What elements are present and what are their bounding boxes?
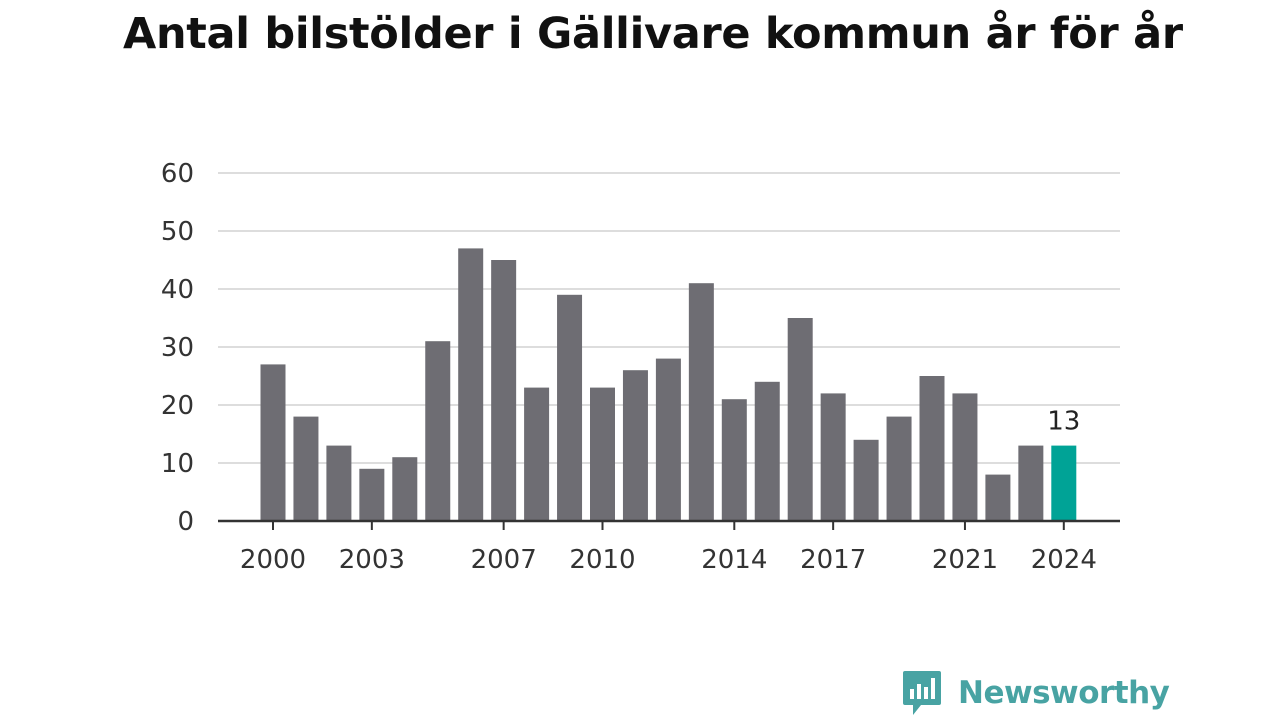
data-label-2024: 13 <box>1047 407 1080 437</box>
bar-2006 <box>458 248 484 521</box>
x-tick-label: 2024 <box>1031 545 1097 575</box>
x-tick-label: 2010 <box>569 545 635 575</box>
y-tick-label: 30 <box>161 333 194 363</box>
data-labels: 13 <box>1047 407 1080 437</box>
y-tick-label: 50 <box>161 217 194 247</box>
x-tick-label: 2003 <box>339 545 405 575</box>
x-tick-label: 2021 <box>932 545 998 575</box>
logo-text: Newsworthy <box>958 675 1170 711</box>
x-tick-label: 2017 <box>800 545 866 575</box>
bar-2000 <box>260 364 286 521</box>
bar-2017 <box>820 393 846 521</box>
bar-2015 <box>754 381 780 521</box>
bar-2009 <box>557 294 583 521</box>
bar-2022 <box>985 474 1011 521</box>
y-tick-label: 60 <box>161 159 194 189</box>
bar-2002 <box>326 445 352 521</box>
bar-2001 <box>293 416 319 521</box>
bar-2007 <box>491 260 517 521</box>
x-tick-label: 2014 <box>701 545 767 575</box>
x-axis <box>218 519 1120 530</box>
y-tick-label: 20 <box>161 391 194 421</box>
y-tick-label: 40 <box>161 275 194 305</box>
newsworthy-chart-bubble-icon <box>903 671 941 715</box>
chart-title: Antal bilstölder i Gällivare kommun år f… <box>123 9 1183 59</box>
y-tick-label: 0 <box>177 507 194 537</box>
bar-2024 <box>1051 445 1077 521</box>
bar-2018 <box>853 439 879 521</box>
bar-2020 <box>919 376 945 521</box>
bar-2023 <box>1018 445 1044 521</box>
bar-2010 <box>590 387 615 521</box>
x-tick-label: 2007 <box>471 545 537 575</box>
bar-2004 <box>392 457 418 521</box>
x-axis-tick-labels: 2000 2003 2007 2010 2014 2017 2021 2024 <box>240 545 1097 575</box>
bar-2019 <box>886 416 912 521</box>
bar-2021 <box>952 393 978 521</box>
bar-2005 <box>425 341 451 521</box>
y-tick-label: 10 <box>161 449 194 479</box>
bar-2014 <box>721 399 747 521</box>
bar-2003 <box>359 468 385 521</box>
bar-2008 <box>524 387 550 521</box>
bar-2016 <box>787 318 813 521</box>
newsworthy-logo: Newsworthy <box>902 670 1170 716</box>
bars <box>260 248 1077 521</box>
bar-2011 <box>622 370 648 521</box>
bar-2012 <box>655 358 681 521</box>
bar-2013 <box>688 283 714 521</box>
y-axis-tick-labels: 0 10 20 30 40 50 60 <box>161 159 194 537</box>
x-tick-label: 2000 <box>240 545 306 575</box>
